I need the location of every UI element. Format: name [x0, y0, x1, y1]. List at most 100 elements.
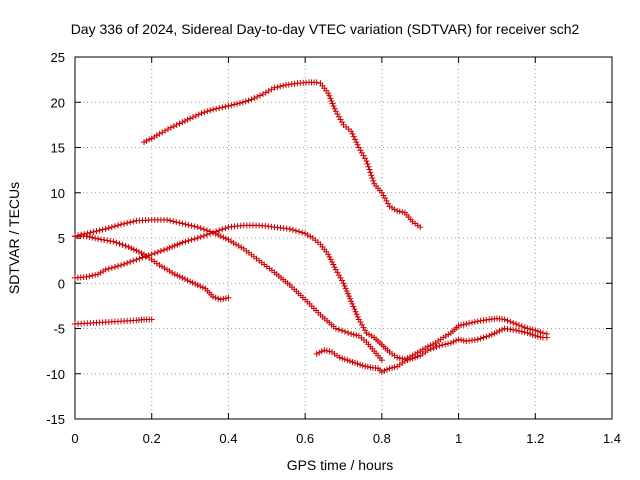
data-point — [313, 350, 320, 357]
data-point — [171, 271, 178, 278]
data-point — [357, 147, 364, 154]
data-point — [217, 233, 224, 240]
data-point — [179, 119, 186, 126]
data-point — [164, 216, 171, 223]
data-point — [217, 296, 224, 303]
data-point — [121, 220, 128, 227]
data-point — [458, 322, 465, 329]
data-point — [121, 261, 128, 268]
data-point — [378, 368, 385, 375]
y-tick-label: -5 — [53, 322, 65, 337]
data-point — [181, 276, 188, 283]
data-point — [118, 262, 125, 269]
data-point — [102, 225, 109, 232]
data-point — [353, 139, 360, 146]
chart-title: Day 336 of 2024, Sidereal Day-to-day VTE… — [71, 21, 580, 37]
data-point — [318, 348, 325, 355]
data-point — [164, 245, 171, 252]
data-point — [187, 278, 194, 285]
data-point — [187, 115, 194, 122]
data-point — [242, 98, 249, 105]
data-point — [86, 273, 93, 280]
data-point — [316, 349, 323, 356]
data-point — [365, 163, 372, 170]
data-point — [513, 327, 520, 334]
data-point — [111, 263, 118, 270]
data-point — [406, 356, 413, 363]
data-point — [394, 354, 401, 361]
data-point — [436, 342, 443, 349]
data-point — [399, 209, 406, 216]
data-point — [188, 222, 195, 229]
data-point — [167, 124, 174, 131]
data-point — [369, 175, 376, 182]
data-point — [87, 229, 94, 236]
data-point — [111, 223, 118, 230]
data-point — [139, 254, 146, 261]
data-point — [280, 82, 287, 89]
data-point — [347, 295, 354, 302]
data-point — [179, 239, 186, 246]
data-point — [108, 224, 115, 231]
data-point — [349, 130, 356, 137]
data-point — [496, 327, 503, 334]
data-point — [335, 113, 342, 120]
data-point — [358, 321, 365, 328]
data-point — [537, 333, 544, 340]
data-point — [417, 224, 424, 231]
data-point — [194, 282, 201, 289]
data-point — [430, 341, 436, 348]
data-point — [445, 340, 452, 347]
data-point — [84, 230, 91, 237]
data-point — [107, 238, 114, 245]
data-point — [338, 327, 345, 334]
data-point — [348, 330, 355, 337]
data-point — [313, 79, 320, 86]
data-point — [350, 303, 357, 310]
data-point — [194, 224, 201, 231]
data-point — [460, 337, 467, 344]
data-point — [86, 233, 93, 240]
data-point — [507, 318, 514, 325]
data-point — [192, 112, 199, 119]
data-point — [219, 226, 226, 233]
data-point — [534, 333, 541, 340]
data-point — [165, 126, 172, 133]
data-point — [143, 137, 150, 144]
data-point — [357, 319, 364, 326]
series-arc-d — [72, 222, 550, 363]
data-point — [326, 92, 333, 99]
data-point — [384, 200, 391, 207]
data-point — [220, 295, 227, 302]
data-point — [348, 128, 355, 135]
data-point — [344, 290, 351, 297]
data-point — [171, 242, 178, 249]
data-point — [360, 324, 367, 331]
data-markers — [72, 79, 550, 375]
data-point — [504, 317, 511, 324]
data-point — [404, 357, 411, 364]
data-point — [104, 237, 111, 244]
data-point — [182, 221, 189, 228]
data-point — [257, 92, 264, 99]
data-point — [141, 139, 148, 146]
data-point — [176, 219, 183, 226]
data-point — [335, 272, 342, 279]
data-point — [89, 234, 96, 241]
data-point — [179, 220, 186, 227]
data-point — [323, 347, 330, 354]
data-point — [330, 103, 337, 110]
data-point — [529, 331, 536, 338]
data-point — [341, 356, 348, 363]
data-point — [162, 127, 169, 134]
series-arc-e — [72, 316, 155, 327]
data-point — [197, 233, 204, 240]
data-point — [154, 249, 161, 256]
data-point — [491, 330, 498, 337]
data-point — [486, 332, 493, 339]
data-point — [394, 207, 401, 214]
data-point — [532, 327, 539, 334]
data-point — [124, 219, 131, 226]
data-point — [430, 344, 437, 351]
data-point — [184, 277, 191, 284]
